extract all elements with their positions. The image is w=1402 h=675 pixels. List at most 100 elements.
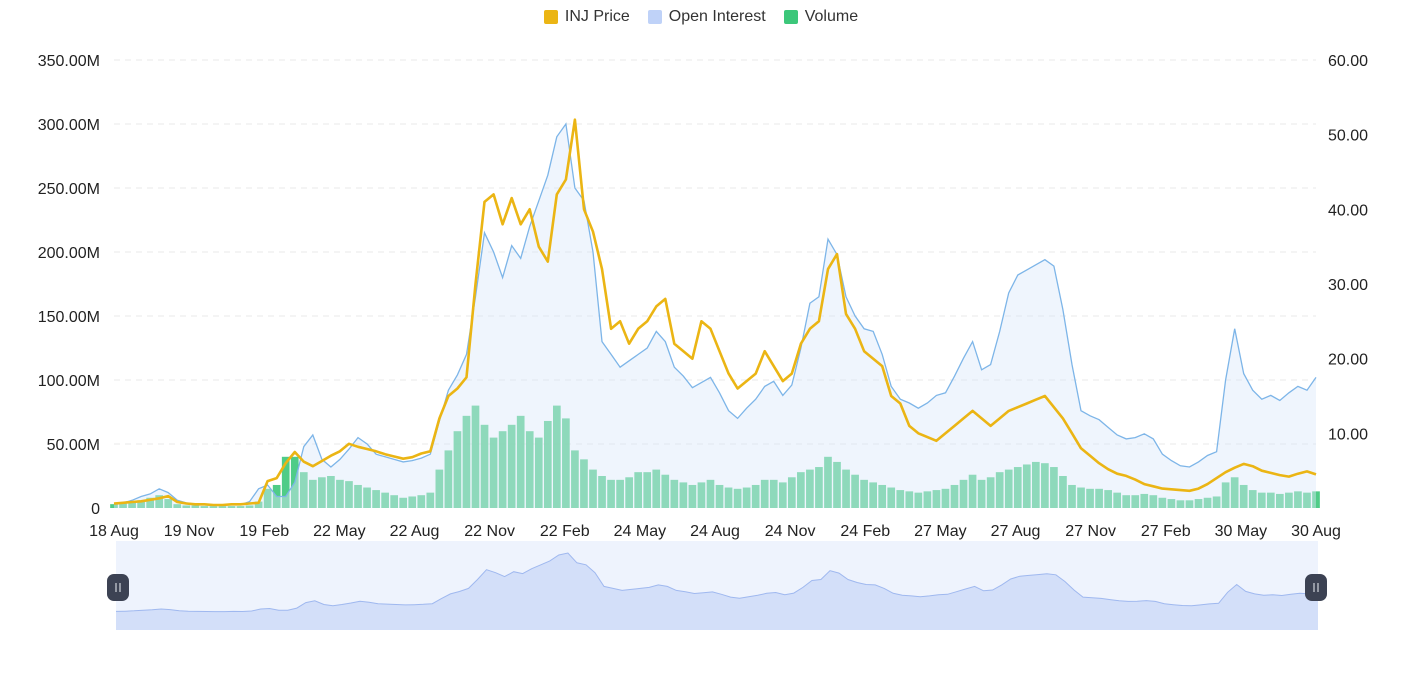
chart-legend: INJ Price Open Interest Volume [0,8,1402,26]
volume-bar [1221,482,1230,508]
volume-bar [173,504,182,508]
y-right-tick-label: 30.00 [1328,277,1368,294]
volume-bar [742,487,751,508]
volume-bar [1312,491,1320,508]
volume-bar [571,450,579,508]
open-interest-area [114,124,1316,508]
volume-bar [995,472,1004,508]
volume-bar [1276,493,1284,508]
volume-bar [399,497,408,508]
volume-bar [426,492,435,508]
volume-bar [318,477,326,508]
legend-swatch-volume [783,10,798,24]
volume-bar [1113,492,1122,508]
y-right-tick-label: 50.00 [1328,128,1368,145]
volume-bar [1185,500,1194,508]
volume-bar [769,479,778,508]
volume-bar [1050,467,1058,508]
legend-item-inj-price[interactable]: INJ Price [543,8,630,26]
volume-bar [950,484,959,508]
y-left-tick-label: 0 [91,501,100,518]
volume-bar [263,488,272,508]
volume-bar [607,479,615,508]
volume-bar [562,418,570,508]
volume-bar [715,484,724,508]
volume-bar [381,492,389,508]
volume-bar [408,496,417,508]
volume-bar [1303,492,1311,508]
y-left-tick-label: 350.00M [38,53,100,70]
y-left-tick-label: 300.00M [38,117,100,134]
volume-bar [1212,496,1221,508]
volume-bar [1149,495,1158,508]
volume-bar [679,482,688,508]
volume-bar [553,405,561,508]
volume-bar [417,495,426,508]
y-left-tick-label: 200.00M [38,245,100,262]
y-axis-left: 0 50.00M 100.00M 150.00M 200.00M 250.00M 300.0… [38,53,100,518]
volume-bar [797,472,805,508]
volume-bar [1140,493,1149,508]
volume-bar [155,495,164,508]
volume-bar [661,474,670,508]
volume-bar [986,477,995,508]
y-right-tick-label: 20.00 [1328,352,1368,369]
navigator-handle-body[interactable] [1305,574,1327,601]
legend-item-open-interest[interactable]: Open Interest [647,8,766,26]
volume-bar [706,479,715,508]
volume-bar [182,505,191,508]
volume-bar [1104,490,1112,508]
volume-bar [480,424,489,508]
volume-bar [724,487,733,508]
volume-bar [543,420,552,508]
x-tick-label: 27 Feb [1141,523,1191,540]
y-left-tick-label: 100.00M [38,373,100,390]
volume-bar [281,456,290,508]
volume-bar [923,491,932,508]
volume-bar [308,479,317,508]
volume-bar [697,482,706,508]
volume-bar [842,469,850,508]
legend-swatch-open-interest [647,10,662,24]
volume-bar [652,469,661,508]
volume-bar [444,450,453,508]
volume-bar [299,472,308,508]
y-right-tick-label: 60.00 [1328,53,1368,70]
volume-bar [824,456,832,508]
volume-bar [209,506,218,508]
grid-lines [114,59,1316,445]
volume-bar [1167,499,1176,508]
volume-bar [1031,461,1040,508]
navigator-handle-right[interactable] [1305,574,1327,601]
x-tick-label: 22 May [313,523,365,540]
volume-bar [236,506,245,508]
volume-bar [580,459,588,508]
volume-bar [1004,469,1013,508]
legend-swatch-inj-price [543,10,558,24]
range-navigator[interactable] [107,541,1327,630]
x-tick-label: 27 Aug [991,523,1041,540]
volume-bar [598,476,606,508]
navigator-area [116,553,1318,630]
volume-bar [878,484,887,508]
volume-bar [1230,477,1239,508]
volume-bar [1068,484,1076,508]
x-tick-label: 24 Feb [840,523,890,540]
volume-bar [851,474,859,508]
navigator-handle-left[interactable] [107,574,129,601]
volume-bar [787,477,796,508]
legend-item-volume[interactable]: Volume [783,8,858,26]
open-interest-line [113,122,1317,507]
volume-bar [200,506,209,508]
volume-bar [146,497,154,508]
volume-bar [354,484,362,508]
volume-bar [806,469,814,508]
x-tick-label: 24 Aug [690,523,740,540]
volume-bar [833,461,841,508]
navigator-handle-body[interactable] [107,574,129,601]
x-tick-label: 27 Nov [1065,523,1116,540]
x-axis: 18 Aug 19 Nov 19 Feb 22 May 22 Aug 22 Nov 22 F… [89,523,1341,540]
legend-label-inj-price: INJ Price [564,8,630,25]
volume-bar [1266,492,1275,508]
